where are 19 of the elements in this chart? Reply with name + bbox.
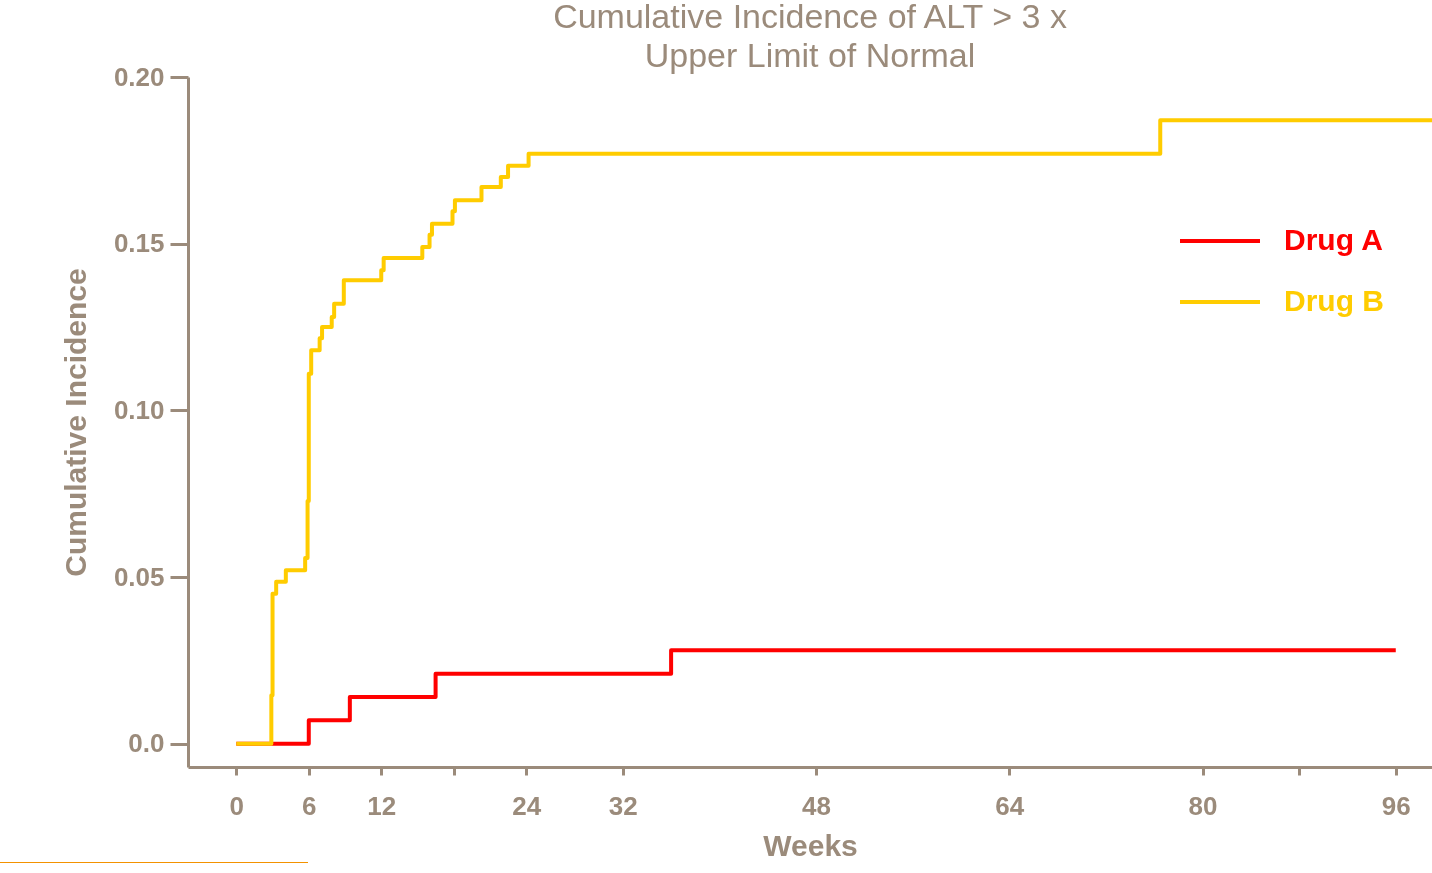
y-axis-title: Cumulative Incidence xyxy=(58,268,92,577)
x-tick-label: 24 xyxy=(512,790,542,821)
x-tick-label: 64 xyxy=(995,790,1025,821)
y-tick-label: 0.0 xyxy=(128,728,165,759)
legend-label: Drug B xyxy=(1284,284,1384,317)
y-tick-label: 0.05 xyxy=(113,561,165,592)
x-tick-label: 48 xyxy=(802,790,831,821)
chart-title: Cumulative Incidence of ALT > 3 x Upper Limit of Normal xyxy=(553,0,1067,74)
x-tick-label: 96 xyxy=(1381,790,1411,821)
legend-label: Drug A xyxy=(1284,223,1383,256)
y-tick-label: 0.20 xyxy=(113,61,165,92)
x-tick-label: 80 xyxy=(1188,790,1218,821)
x-tick-label: 12 xyxy=(367,790,397,821)
x-axis-title: Weeks xyxy=(763,828,858,862)
x-tick-label: 6 xyxy=(302,790,317,821)
y-tick-label: 0.15 xyxy=(113,228,165,259)
x-tick-label: 0 xyxy=(229,790,245,821)
y-tick-label: 0.10 xyxy=(113,394,165,425)
x-tick-label: 32 xyxy=(608,790,638,821)
